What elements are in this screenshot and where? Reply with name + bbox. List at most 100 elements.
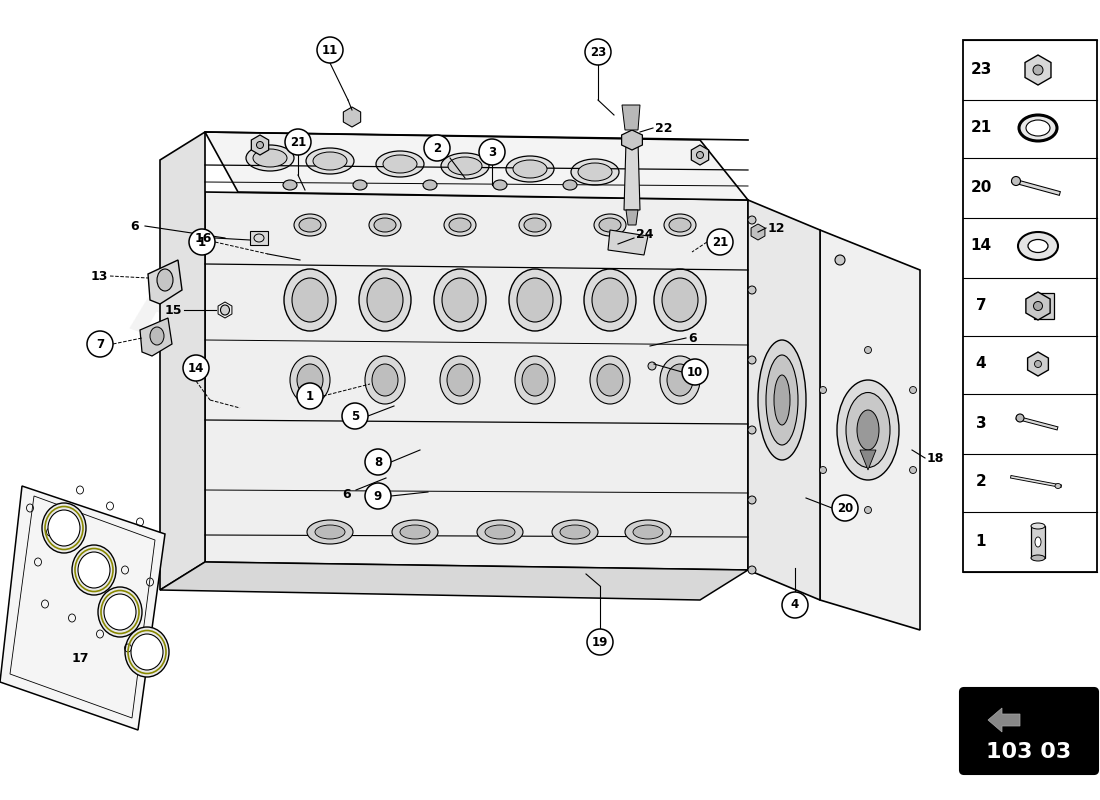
Ellipse shape	[910, 466, 916, 474]
Ellipse shape	[346, 111, 358, 122]
Text: 2: 2	[433, 142, 441, 154]
Ellipse shape	[513, 160, 547, 178]
Ellipse shape	[837, 380, 899, 480]
Circle shape	[189, 229, 214, 255]
Ellipse shape	[359, 269, 411, 331]
Ellipse shape	[515, 356, 556, 404]
Ellipse shape	[297, 364, 323, 396]
Ellipse shape	[1055, 483, 1061, 489]
Ellipse shape	[1031, 523, 1045, 529]
Ellipse shape	[1033, 65, 1043, 75]
Text: 23: 23	[590, 46, 606, 58]
Polygon shape	[205, 192, 748, 570]
Ellipse shape	[524, 218, 546, 232]
Ellipse shape	[441, 153, 490, 179]
Text: EUROREPAR: EUROREPAR	[121, 270, 659, 530]
Ellipse shape	[509, 269, 561, 331]
Ellipse shape	[758, 340, 806, 460]
Ellipse shape	[447, 364, 473, 396]
Ellipse shape	[522, 364, 548, 396]
Ellipse shape	[290, 356, 330, 404]
Bar	[250, 231, 268, 245]
Ellipse shape	[131, 634, 163, 670]
Ellipse shape	[1028, 239, 1048, 253]
Text: 18: 18	[927, 451, 945, 465]
Ellipse shape	[444, 214, 476, 236]
Polygon shape	[820, 230, 920, 630]
Ellipse shape	[648, 362, 656, 370]
Circle shape	[832, 495, 858, 521]
Ellipse shape	[307, 520, 353, 544]
Ellipse shape	[571, 159, 619, 185]
Text: 12: 12	[768, 222, 785, 234]
Ellipse shape	[150, 327, 164, 345]
Ellipse shape	[506, 156, 554, 182]
Ellipse shape	[667, 364, 693, 396]
Ellipse shape	[440, 356, 480, 404]
Text: 6: 6	[343, 487, 351, 501]
Polygon shape	[205, 132, 748, 200]
Ellipse shape	[477, 520, 522, 544]
FancyBboxPatch shape	[960, 688, 1098, 774]
Ellipse shape	[157, 269, 173, 291]
Circle shape	[285, 129, 311, 155]
Ellipse shape	[625, 520, 671, 544]
Ellipse shape	[584, 269, 636, 331]
Text: 3: 3	[976, 417, 987, 431]
Ellipse shape	[748, 496, 756, 504]
Ellipse shape	[365, 356, 405, 404]
Text: 20: 20	[970, 181, 992, 195]
Polygon shape	[621, 130, 642, 150]
Ellipse shape	[493, 180, 507, 190]
Text: 4: 4	[976, 357, 987, 371]
Text: a passion for cars since 1985: a passion for cars since 1985	[194, 397, 566, 554]
Ellipse shape	[306, 148, 354, 174]
Ellipse shape	[400, 525, 430, 539]
Text: 9: 9	[374, 490, 382, 502]
Polygon shape	[691, 145, 708, 165]
Ellipse shape	[372, 364, 398, 396]
Text: 14: 14	[188, 362, 205, 374]
Text: 16: 16	[195, 231, 212, 245]
Ellipse shape	[748, 286, 756, 294]
Ellipse shape	[846, 393, 890, 467]
Text: 17: 17	[72, 651, 89, 665]
Circle shape	[297, 383, 323, 409]
Ellipse shape	[449, 218, 471, 232]
Ellipse shape	[1016, 414, 1024, 422]
Ellipse shape	[754, 227, 762, 237]
Ellipse shape	[246, 145, 294, 171]
Circle shape	[317, 37, 343, 63]
Ellipse shape	[632, 525, 663, 539]
Ellipse shape	[865, 506, 871, 514]
Text: 1: 1	[306, 390, 315, 402]
Ellipse shape	[98, 587, 142, 637]
Ellipse shape	[748, 566, 756, 574]
Ellipse shape	[517, 278, 553, 322]
Ellipse shape	[662, 278, 698, 322]
Ellipse shape	[654, 269, 706, 331]
Ellipse shape	[1026, 120, 1050, 136]
Text: 2: 2	[976, 474, 987, 490]
Ellipse shape	[1034, 361, 1042, 367]
Polygon shape	[1027, 352, 1048, 376]
Ellipse shape	[696, 151, 704, 158]
Text: 14: 14	[970, 238, 991, 254]
Text: 7: 7	[96, 338, 104, 350]
Text: 6: 6	[131, 219, 140, 233]
Ellipse shape	[594, 214, 626, 236]
Ellipse shape	[376, 151, 424, 177]
Ellipse shape	[820, 466, 826, 474]
Polygon shape	[608, 230, 648, 255]
Circle shape	[365, 483, 390, 509]
Text: 5: 5	[351, 410, 359, 422]
Text: 19: 19	[592, 635, 608, 649]
Polygon shape	[160, 132, 205, 590]
Ellipse shape	[42, 503, 86, 553]
Polygon shape	[751, 224, 764, 240]
Ellipse shape	[368, 214, 402, 236]
Ellipse shape	[578, 163, 612, 181]
Text: 1: 1	[198, 235, 206, 249]
Ellipse shape	[1031, 555, 1045, 561]
Bar	[1031, 526, 1045, 558]
